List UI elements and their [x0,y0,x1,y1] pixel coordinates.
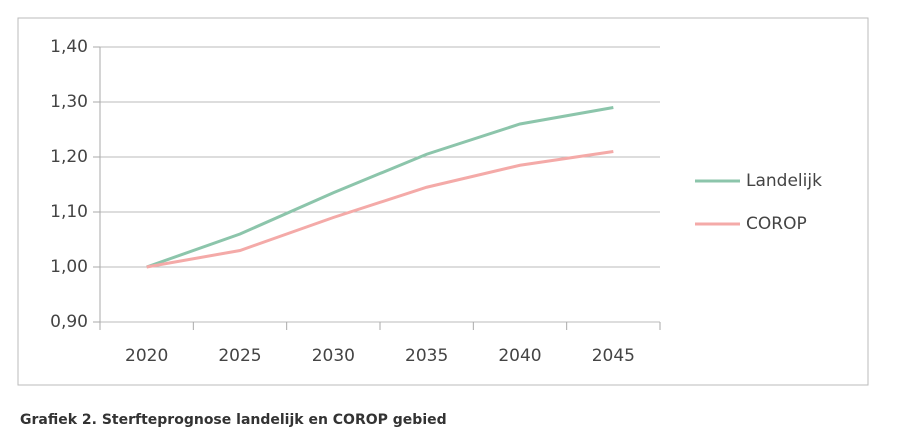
x-tick-label: 2045 [592,346,635,366]
caption: Grafiek 2. Sterfteprognose landelijk en … [20,412,447,428]
y-tick-label: 1,40 [50,37,88,57]
x-tick-label: 2030 [312,346,355,366]
series-line [146,150,614,269]
y-tick-label: 1,20 [50,147,88,167]
y-tick-label: 1,00 [50,257,88,277]
x-tick-label: 2040 [498,346,541,366]
legend-label: COROP [746,214,807,234]
x-tick-label: 2025 [218,346,261,366]
series-line [146,106,614,269]
y-tick-label: 1,10 [50,202,88,222]
legend-label: Landelijk [746,171,822,191]
y-tick-label: 1,30 [50,92,88,112]
x-tick-label: 2020 [125,346,168,366]
x-tick-label: 2035 [405,346,448,366]
y-tick-label: 0,90 [50,312,88,332]
chart-border [17,17,869,386]
